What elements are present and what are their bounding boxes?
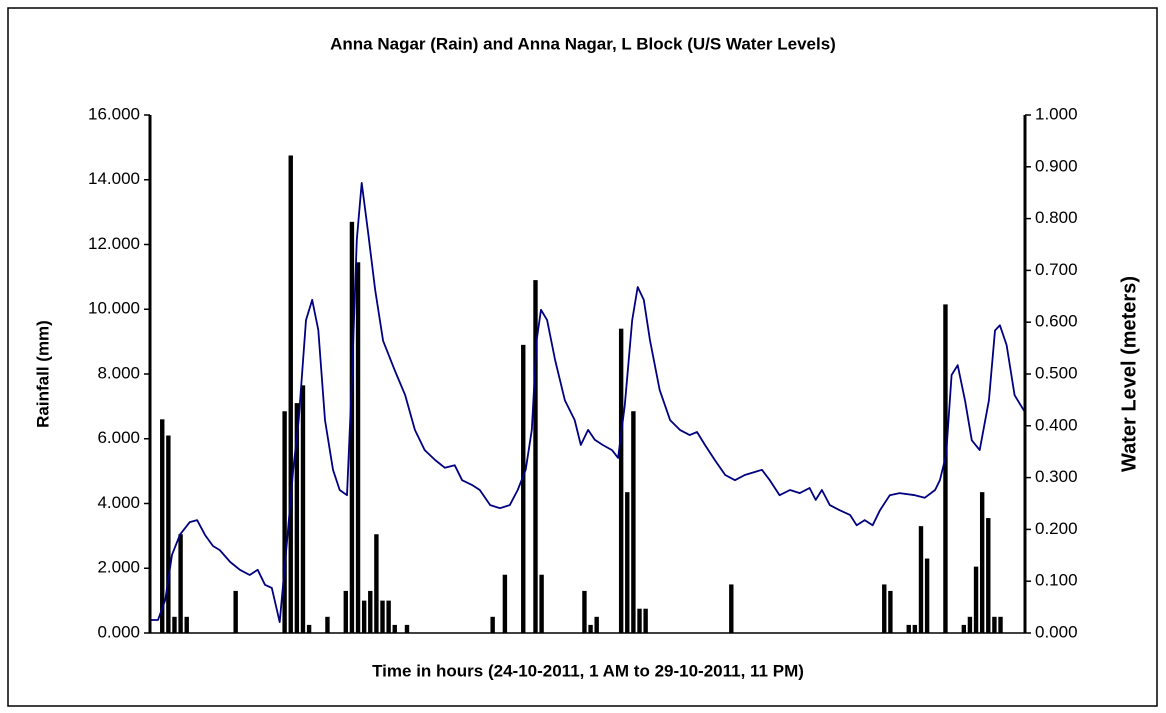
bar [361,600,367,633]
bar [184,616,189,633]
bar [368,590,373,633]
bar [343,590,349,633]
chart-border [7,7,1158,707]
y2-tick-label: 0.900 [1035,156,1078,175]
y2-tick-label: 0.100 [1035,571,1078,590]
x-axis-label: Time in hours (24-10-2011, 1 AM to 29-10… [372,661,804,680]
bar [533,280,538,633]
bar [160,419,165,633]
bar [380,600,385,633]
bar [967,616,973,633]
bar [386,600,391,633]
y-tick-label: 4.000 [97,493,140,512]
y2-tick-label: 0.300 [1035,467,1078,486]
bar [306,624,312,633]
bar [888,590,893,633]
bar [233,590,238,633]
y2-tick-label: 0.200 [1035,519,1078,538]
bar [643,608,648,633]
bar [998,616,1003,633]
bar [986,518,991,633]
bar [282,411,287,633]
bar [631,411,636,633]
y-tick-label: 8.000 [97,363,140,382]
bar [924,558,930,633]
bar [521,344,526,633]
bar [166,435,171,633]
bar [882,584,887,633]
bar [594,616,599,633]
bar [374,534,379,633]
bar [325,616,330,633]
bar [404,624,410,633]
chart-title: Anna Nagar (Rain) and Anna Nagar, L Bloc… [330,34,836,53]
bar [300,385,306,633]
bar [349,221,355,633]
y-tick-label: 16.000 [88,104,140,123]
bar [912,624,918,633]
y-tick-label: 14.000 [88,169,140,188]
bar [288,155,293,633]
water-level-line [150,182,1026,623]
bar [392,624,397,633]
y2-tick-label: 0.600 [1035,312,1078,331]
bar [355,262,361,633]
y-tick-label: 2.000 [97,558,140,577]
y2-axis-label: Water Level (meters) [1118,276,1140,472]
bar [961,624,967,633]
y2-tick-label: 0.000 [1035,622,1078,641]
y2-tick-label: 0.500 [1035,363,1078,382]
bar [502,574,508,633]
y2-tick-label: 1.000 [1035,104,1078,123]
bar [637,608,642,633]
bar [729,584,734,633]
bar [625,492,630,633]
bar [918,526,924,633]
bar [618,328,624,633]
bar [979,492,985,633]
y-tick-label: 10.000 [88,299,140,318]
bar [172,616,177,633]
y-axis-label: Rainfall (mm) [33,320,52,428]
y-tick-label: 0.000 [97,622,140,641]
bar [294,403,300,633]
bar [539,574,544,633]
bar [178,534,183,633]
bar [906,624,911,633]
y2-tick-label: 0.700 [1035,260,1078,279]
y-tick-label: 12.000 [88,234,140,253]
y2-tick-label: 0.400 [1035,415,1078,434]
bar [490,616,495,633]
bar [943,304,948,633]
bar [973,566,979,633]
bar [588,624,593,633]
bar [992,616,997,633]
y2-tick-label: 0.800 [1035,208,1078,227]
y-tick-label: 6.000 [97,428,140,447]
bar [582,590,587,633]
